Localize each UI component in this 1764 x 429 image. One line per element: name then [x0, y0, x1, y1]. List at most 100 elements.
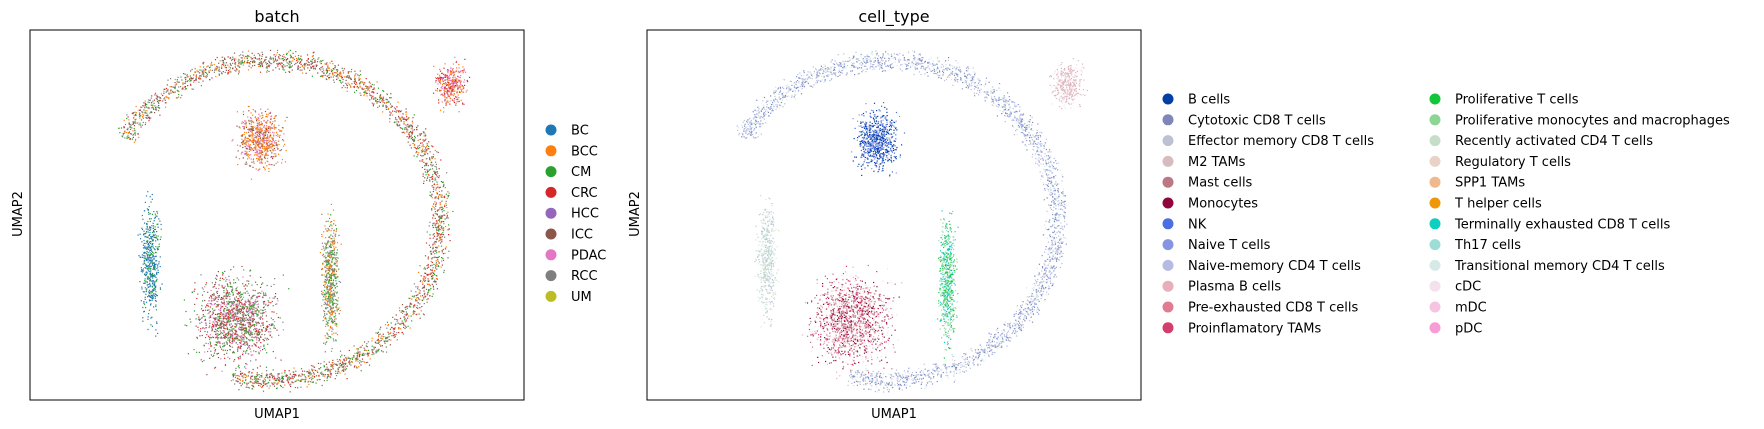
umap-point: [323, 374, 325, 376]
umap-point: [265, 127, 267, 129]
umap-point: [266, 376, 268, 378]
umap-point: [254, 56, 256, 58]
umap-point: [352, 86, 354, 88]
umap-point: [431, 197, 433, 199]
umap-point: [423, 268, 425, 270]
umap-point: [204, 71, 206, 73]
umap-point: [332, 363, 334, 365]
umap-point: [292, 60, 294, 62]
umap-point: [215, 325, 217, 328]
umap-point: [267, 161, 269, 163]
umap-point: [347, 357, 349, 359]
umap-point: [218, 70, 220, 72]
umap-point: [381, 350, 383, 352]
umap-point: [160, 97, 162, 99]
umap-point: [276, 382, 278, 384]
umap-point: [401, 322, 403, 324]
umap-point: [289, 391, 291, 393]
umap-point: [211, 327, 213, 329]
umap-point: [263, 347, 265, 349]
umap-point: [427, 153, 429, 155]
umap-point: [127, 127, 129, 129]
umap-point: [395, 319, 398, 321]
umap-point: [235, 156, 237, 158]
umap-point: [220, 307, 222, 309]
umap-point: [258, 135, 260, 137]
umap-point: [444, 214, 446, 216]
umap-point: [269, 149, 271, 151]
umap-point: [263, 126, 265, 128]
umap-point: [332, 79, 335, 81]
umap-point: [394, 328, 396, 330]
umap-point: [254, 64, 256, 67]
umap-point: [424, 280, 426, 282]
umap-point: [431, 145, 433, 147]
umap-point: [250, 130, 252, 133]
umap-point: [249, 144, 251, 146]
umap-point: [414, 305, 416, 307]
umap-point: [241, 327, 243, 329]
umap-point: [382, 333, 384, 335]
umap-point: [408, 137, 410, 139]
umap-point: [340, 72, 342, 74]
umap-point: [445, 248, 447, 250]
umap-point: [433, 153, 435, 156]
umap-point: [396, 339, 398, 341]
umap-point: [341, 77, 343, 79]
umap-point: [224, 324, 226, 326]
umap-point: [288, 71, 290, 73]
umap-point: [311, 379, 313, 381]
umap-point: [286, 52, 288, 54]
umap-point: [401, 304, 404, 306]
umap-point: [213, 71, 215, 73]
umap-point: [265, 311, 267, 313]
umap-point: [256, 314, 258, 316]
umap-point: [230, 64, 232, 66]
umap-point: [253, 129, 255, 131]
umap-point: [326, 379, 328, 382]
umap-point: [327, 65, 329, 67]
umap-point: [146, 117, 148, 119]
umap-point: [156, 215, 158, 217]
umap-point: [254, 324, 256, 326]
umap-point: [236, 333, 238, 335]
umap-point: [265, 62, 267, 64]
umap-point: [254, 126, 256, 128]
umap-point: [245, 309, 247, 311]
umap-point: [152, 105, 154, 107]
umap-point: [227, 356, 229, 358]
umap-point: [259, 65, 261, 67]
umap-point: [222, 314, 224, 316]
umap-point: [430, 269, 432, 271]
umap-point: [291, 377, 293, 379]
umap-point: [214, 298, 216, 301]
umap-point: [343, 370, 345, 372]
umap-point: [238, 328, 240, 330]
umap-point: [241, 324, 243, 326]
umap-point: [233, 302, 235, 304]
umap-point: [365, 78, 367, 80]
umap-point: [209, 69, 212, 71]
umap-point: [414, 135, 416, 137]
umap-point: [174, 78, 176, 81]
umap-point: [255, 142, 257, 144]
umap-point: [443, 230, 445, 232]
umap-point: [330, 71, 333, 73]
umap-point: [199, 335, 201, 337]
umap-point: [427, 165, 429, 167]
umap-point: [278, 124, 280, 126]
umap-point: [218, 68, 220, 70]
umap-point: [244, 332, 246, 335]
umap-point: [344, 362, 346, 365]
umap-point: [154, 297, 156, 299]
umap-point: [162, 94, 164, 97]
umap-point: [232, 341, 234, 343]
umap-point: [210, 350, 212, 352]
umap-point: [447, 211, 449, 213]
umap-point: [242, 314, 244, 316]
umap-point: [223, 321, 226, 323]
umap-point: [154, 217, 156, 219]
umap-point: [389, 333, 391, 335]
umap-point: [215, 68, 217, 70]
umap-point: [326, 68, 328, 70]
